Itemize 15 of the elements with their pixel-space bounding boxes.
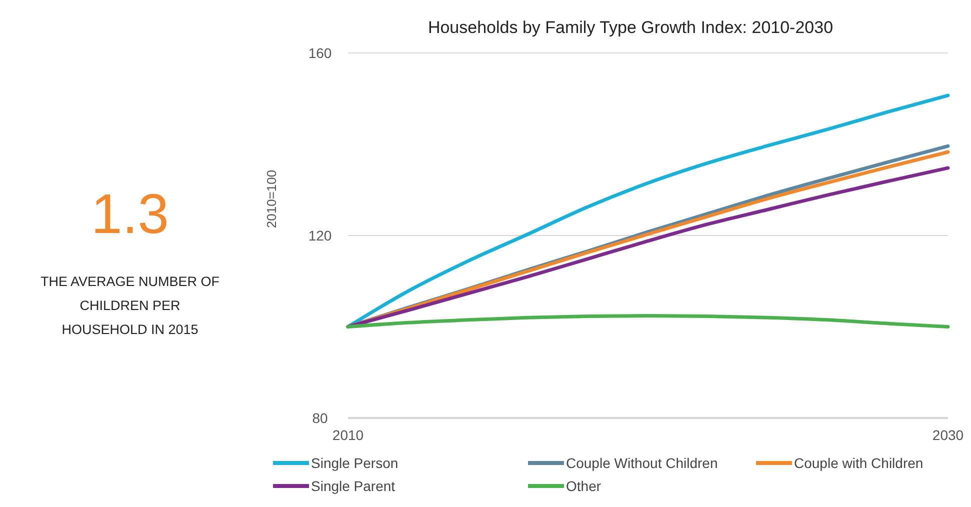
y-axis-title: 2010=100 (264, 170, 279, 228)
y-tick-label: 160 (308, 45, 332, 61)
x-tick-label: 2010 (332, 427, 364, 443)
x-tick-label: 2030 (932, 427, 964, 443)
legend-label: Single Parent (311, 478, 396, 494)
text: 1.3 (91, 182, 169, 245)
legend-label: Couple with Children (794, 455, 924, 471)
legend-label: Single Person (311, 455, 398, 471)
y-tick-label: 120 (308, 228, 332, 244)
chart-title: Households by Family Type Growth Index: 2010-2030 (428, 18, 834, 37)
line-series (346, 314, 950, 328)
text: THE AVERAGE NUMBER OF CHILDREN PER HOUSEHOLD IN 2015 (40, 274, 220, 337)
legend-label: Couple Without Children (566, 455, 718, 471)
y-tick-label: 80 (312, 410, 328, 426)
legend-label: Other (566, 478, 602, 494)
